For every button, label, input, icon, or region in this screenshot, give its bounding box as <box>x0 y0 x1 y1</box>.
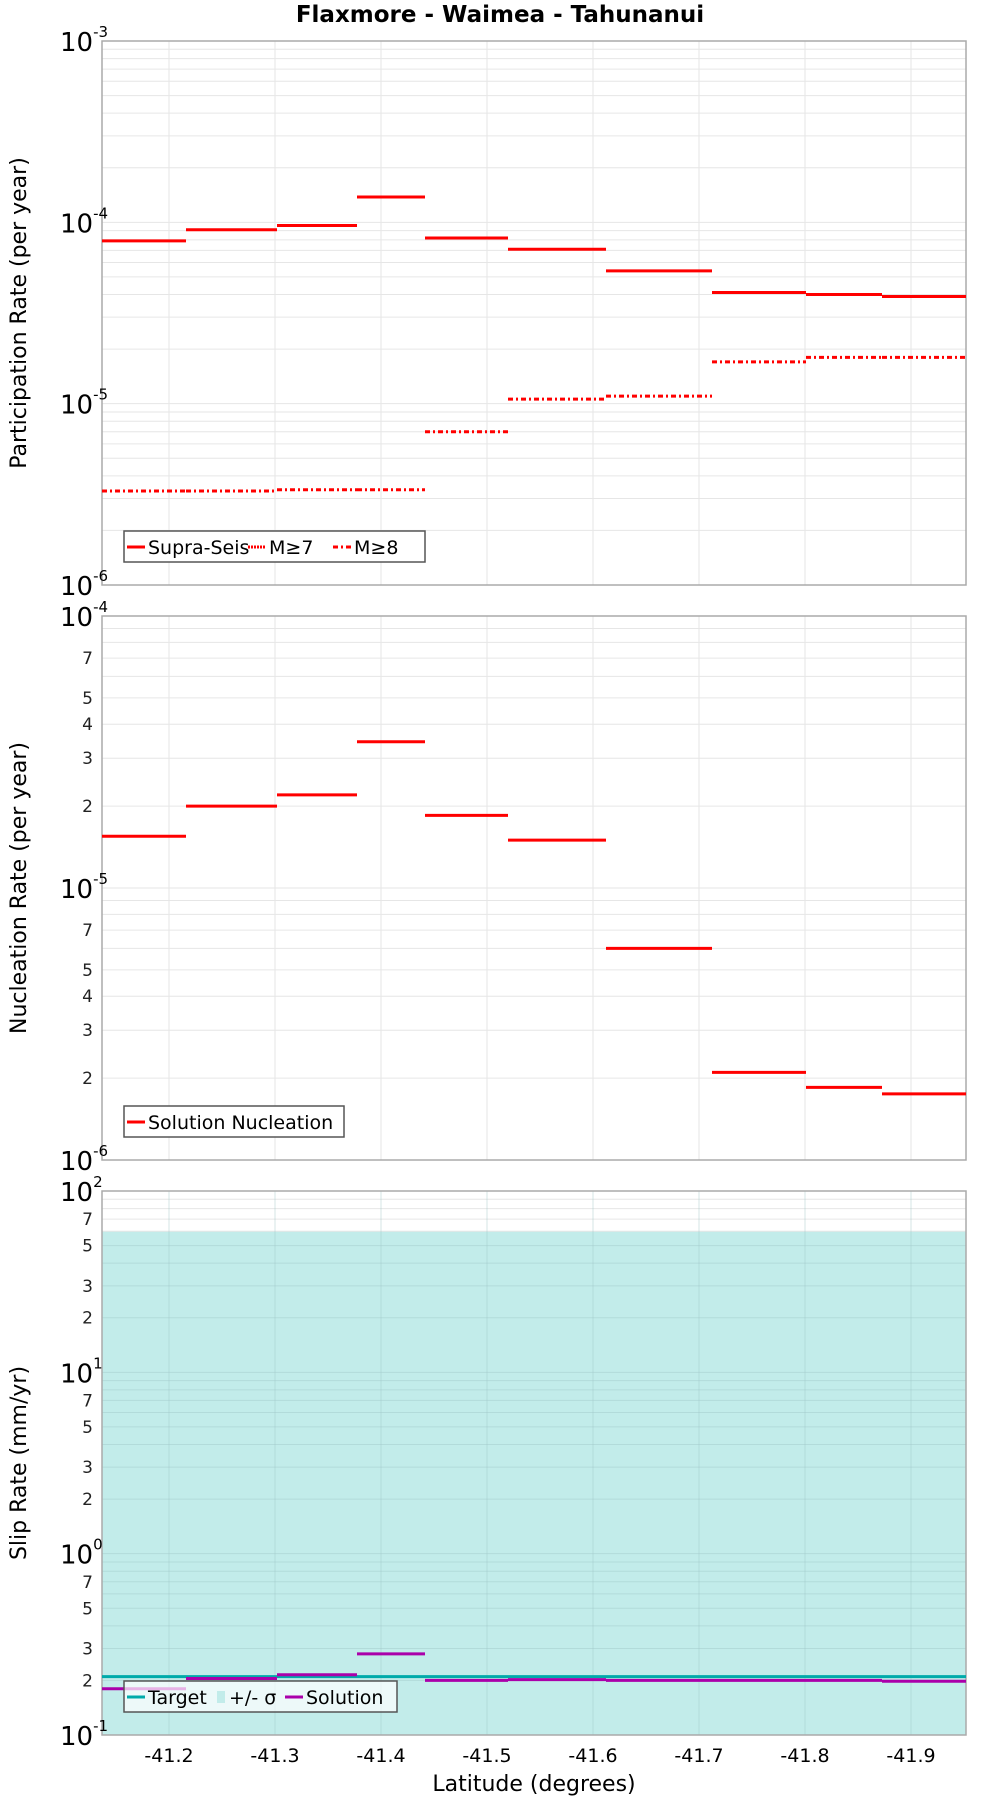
y-axis-label: Slip Rate (mm/yr) <box>7 1366 32 1560</box>
y-tick-minor: 3 <box>82 1021 93 1041</box>
y-tick-minor: 3 <box>82 749 93 769</box>
y-tick-major: 10-5 <box>60 386 108 421</box>
panel-slip-rate: 102 101 100 10-1 7 5 3 2 7 5 3 2 7 5 3 2 Slip Rate (mm/y… <box>7 1173 967 1797</box>
gridlines <box>102 616 966 1161</box>
y-tick-major: 102 <box>60 1173 103 1208</box>
legend-label: Supra-Seis <box>148 537 249 559</box>
y-tick-major: 10-3 <box>60 23 108 58</box>
y-tick-minor: 2 <box>82 1069 93 1089</box>
y-tick-minor: 5 <box>82 1237 93 1257</box>
x-tick: -41.9 <box>886 1745 935 1767</box>
plot-frame <box>101 1190 967 1736</box>
x-tick: -41.6 <box>568 1745 617 1767</box>
y-tick-minor: 4 <box>82 987 93 1007</box>
y-tick-minor: 5 <box>82 689 93 709</box>
y-tick-minor: 2 <box>82 1671 93 1691</box>
panel-nucleation: 10-4 10-5 10-6 7 5 4 3 2 7 5 4 3 2 Nucleation Rate (p… <box>7 598 967 1177</box>
y-tick-minor: 4 <box>82 715 93 735</box>
y-axis-label: Participation Rate (per year) <box>7 157 32 469</box>
x-tick: -41.3 <box>250 1745 299 1767</box>
plot-frame <box>101 40 967 586</box>
x-tick: -41.2 <box>144 1745 193 1767</box>
legend-label: Solution <box>306 1687 383 1709</box>
y-tick-minor: 3 <box>82 1458 93 1478</box>
gridlines <box>102 1191 966 1736</box>
y-tick-minor: 2 <box>82 1309 93 1329</box>
legend-label: Target <box>147 1687 207 1709</box>
y-tick-minor: 7 <box>82 1391 93 1411</box>
y-tick-minor: 2 <box>82 1490 93 1510</box>
y-tick-minor: 5 <box>82 1599 93 1619</box>
y-tick-minor: 5 <box>82 1418 93 1438</box>
y-tick-minor: 7 <box>82 1210 93 1230</box>
legend: Supra-Seis M≥7 M≥8 <box>123 530 426 563</box>
legend-swatch <box>217 1691 225 1703</box>
legend-label: +/- σ <box>229 1687 276 1709</box>
y-tick-minor: 7 <box>82 1573 93 1593</box>
y-tick-major: 10-4 <box>60 598 108 633</box>
y-tick-major: 10-5 <box>60 870 108 905</box>
legend-label: M≥8 <box>354 537 398 559</box>
y-tick-minor: 7 <box>82 649 93 669</box>
y-tick-major: 100 <box>60 1536 103 1571</box>
chart-title: Flaxmore - Waimea - Tahunanui <box>295 2 705 28</box>
x-tick: -41.8 <box>780 1745 829 1767</box>
legend: Target +/- σ Solution <box>123 1680 398 1713</box>
gridlines <box>102 41 966 586</box>
y-tick-minor: 7 <box>82 921 93 941</box>
y-tick-major: 101 <box>60 1354 103 1389</box>
y-tick-minor: 5 <box>82 961 93 981</box>
y-tick-major: 10-6 <box>60 1142 108 1177</box>
legend-label: Solution Nucleation <box>148 1112 333 1134</box>
legend: Solution Nucleation <box>123 1105 345 1138</box>
y-tick-minor: 3 <box>82 1639 93 1659</box>
plot-frame <box>101 615 967 1161</box>
y-tick-major: 10-4 <box>60 204 108 239</box>
y-axis-label: Nucleation Rate (per year) <box>7 742 32 1034</box>
y-tick-major: 10-1 <box>60 1717 108 1752</box>
x-tick: -41.7 <box>674 1745 723 1767</box>
x-tick: -41.5 <box>462 1745 511 1767</box>
y-tick-major: 10-6 <box>60 567 108 602</box>
y-tick-minor: 3 <box>82 1277 93 1297</box>
series-lines <box>102 195 966 493</box>
legend-label: M≥7 <box>269 537 313 559</box>
x-tick: -41.4 <box>356 1745 405 1767</box>
y-tick-minor: 2 <box>82 797 93 817</box>
sigma-band <box>102 1231 966 1735</box>
panel-participation: 10-3 10-4 10-5 10-6 Participation Rate (per … <box>7 23 967 602</box>
series-lines <box>102 740 966 1096</box>
x-axis-label: Latitude (degrees) <box>432 1772 635 1797</box>
